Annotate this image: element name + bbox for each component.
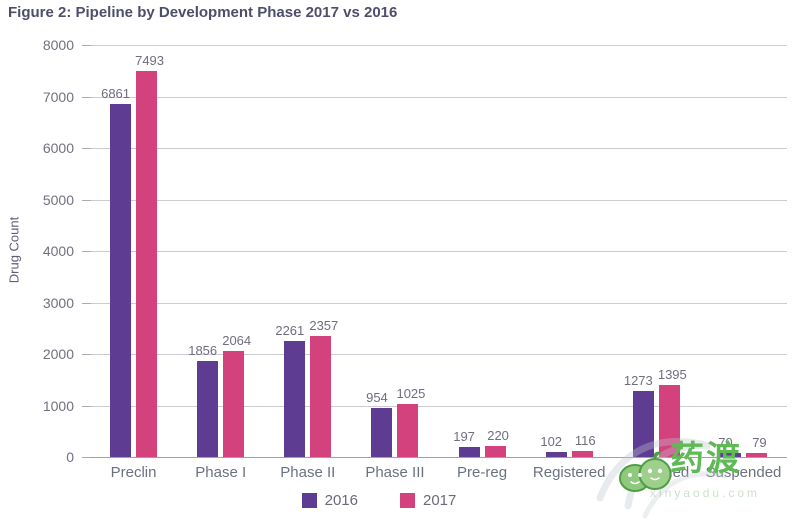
bar-value-label-2016-pre-reg: 197 <box>453 428 475 444</box>
bar-value-label-2017-phase-i: 2064 <box>222 332 252 348</box>
y-tick-label: 4000 <box>42 243 74 259</box>
x-category-label-pre-reg: Pre-reg <box>457 464 508 481</box>
y-tick-mark <box>82 148 91 149</box>
legend-item-2017: 2017 <box>400 492 456 509</box>
bar-value-label-2017-registered: 116 <box>574 433 596 449</box>
bar-2017-phase-ii <box>310 335 332 457</box>
x-category-label-suspended: Suspended <box>705 464 782 481</box>
bar-2016-preclin <box>110 103 132 457</box>
x-category-label-preclin: Preclin <box>110 464 157 481</box>
bar-value-label-2016-preclin: 6861 <box>101 85 131 101</box>
y-tick-mark <box>82 251 91 252</box>
bar-2016-phase-iii <box>371 407 393 457</box>
bar-2017-phase-i <box>223 350 245 457</box>
bar-2017-suspended <box>745 452 767 457</box>
bar-value-label-2016-launched: 1273 <box>623 373 653 389</box>
watermark-brand-text: 药渡 <box>670 440 742 478</box>
bar-2017-phase-iii <box>397 404 419 457</box>
legend-label-2017: 2017 <box>423 492 457 509</box>
gridline <box>90 96 787 98</box>
x-category-label-phase-i: Phase I <box>195 464 247 481</box>
y-tick-mark <box>82 457 91 458</box>
gridline <box>90 199 787 201</box>
bar-2016-phase-ii <box>284 340 306 457</box>
x-axis-baseline <box>90 457 787 458</box>
watermark-mascot-icon <box>619 451 672 492</box>
y-tick-label: 7000 <box>42 88 74 105</box>
y-tick-label: 5000 <box>42 191 74 208</box>
bar-value-label-2016-registered: 102 <box>540 433 563 449</box>
y-tick-mark <box>82 354 91 355</box>
bar-2016-suspended <box>719 453 741 457</box>
bar-2017-launched <box>658 385 680 457</box>
bar-2016-launched <box>632 391 654 457</box>
legend-label-2016: 2016 <box>324 492 358 509</box>
bar-value-label-2017-phase-ii: 2357 <box>309 317 339 333</box>
y-tick-label: 3000 <box>42 294 74 311</box>
legend-swatch-2017 <box>400 493 415 508</box>
bar-2016-registered <box>545 451 567 457</box>
bar-value-label-2017-preclin: 7493 <box>135 53 165 69</box>
bar-value-label-2017-launched: 1395 <box>657 367 687 383</box>
bar-value-label-2017-suspended: 79 <box>752 434 767 450</box>
watermark-domain-text: xinyaodu.com <box>650 486 761 500</box>
bar-2016-pre-reg <box>458 446 480 457</box>
gridline <box>90 405 787 407</box>
bar-value-label-2016-phase-iii: 954 <box>366 389 388 405</box>
bar-2016-phase-i <box>197 361 219 457</box>
bar-2017-preclin <box>136 71 158 457</box>
gridline <box>90 354 787 355</box>
y-tick-mark <box>82 96 91 98</box>
y-tick-label: 6000 <box>42 140 74 156</box>
bar-2017-pre-reg <box>484 445 506 457</box>
gridline <box>90 251 787 252</box>
legend: 2016 2017 <box>0 492 758 509</box>
bar-value-label-2016-phase-ii: 2261 <box>275 322 305 338</box>
figure-title: Figure 2: Pipeline by Development Phase … <box>8 4 398 21</box>
x-category-label-phase-iii: Phase III <box>365 464 425 481</box>
y-tick-mark <box>82 45 91 46</box>
x-category-label-registered: Registered <box>532 464 606 481</box>
gridline <box>90 302 787 304</box>
bar-value-label-2017-pre-reg: 220 <box>487 427 509 443</box>
gridline <box>90 148 787 149</box>
legend-item-2016: 2016 <box>301 492 358 509</box>
x-category-label-phase-ii: Phase II <box>280 464 336 481</box>
y-tick-label: 1000 <box>42 397 74 414</box>
y-tick-mark <box>82 199 91 201</box>
y-tick-mark <box>82 302 91 304</box>
bar-2017-registered <box>571 451 593 457</box>
y-tick-label: 8000 <box>42 37 74 53</box>
bar-value-label-2016-phase-i: 1856 <box>188 343 218 359</box>
bar-value-label-2016-suspended: 70 <box>718 435 733 451</box>
bar-value-label-2017-phase-iii: 1025 <box>396 386 426 402</box>
y-tick-mark <box>82 405 91 407</box>
gridline <box>90 45 787 46</box>
watermark: 药渡 xinyaodu.com <box>590 428 800 523</box>
y-tick-label: 2000 <box>42 346 74 362</box>
y-tick-label: 0 <box>66 449 74 465</box>
legend-swatch-2016 <box>301 493 317 508</box>
